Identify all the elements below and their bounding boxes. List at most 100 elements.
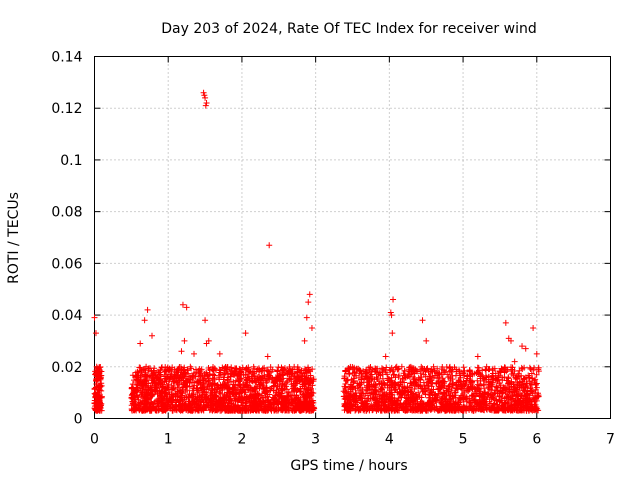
data-point: [452, 404, 459, 411]
data-point: [187, 363, 194, 370]
data-point: [360, 390, 367, 397]
data-point: [452, 392, 459, 399]
data-point: [275, 391, 282, 398]
data-point: [348, 398, 355, 405]
data-point: [195, 367, 202, 374]
data-point: [410, 367, 417, 374]
data-point: [242, 330, 249, 337]
data-point: [146, 407, 153, 414]
data-point: [223, 365, 230, 372]
data-point: [523, 380, 530, 387]
data-point: [295, 406, 302, 413]
data-point: [447, 377, 454, 384]
data-point: [239, 364, 246, 371]
data-point: [196, 392, 203, 399]
data-point: [372, 381, 379, 388]
data-point: [473, 405, 480, 412]
data-point: [533, 371, 540, 378]
data-point: [155, 369, 162, 376]
data-point: [430, 363, 437, 370]
data-point: [525, 401, 532, 408]
data-point: [372, 401, 379, 408]
data-point: [381, 407, 388, 414]
data-point: [217, 396, 224, 403]
data-point: [405, 406, 412, 413]
data-point: [285, 407, 292, 414]
data-point: [93, 378, 100, 385]
data-point: [166, 376, 173, 383]
data-point: [508, 364, 515, 371]
data-point: [439, 395, 446, 402]
data-point: [445, 383, 452, 390]
data-point: [352, 403, 359, 410]
data-point: [139, 372, 146, 379]
data-point: [465, 387, 472, 394]
data-point: [129, 391, 136, 398]
data-point: [286, 401, 293, 408]
data-point: [521, 387, 528, 394]
data-point: [224, 376, 231, 383]
data-point: [164, 391, 171, 398]
data-point: [267, 364, 274, 371]
data-point: [342, 368, 349, 375]
data-point: [191, 382, 198, 389]
data-point: [97, 376, 104, 383]
data-point: [294, 397, 301, 404]
data-point: [446, 365, 453, 372]
data-point: [500, 384, 507, 391]
data-point: [391, 380, 398, 387]
data-point: [349, 384, 356, 391]
data-point: [161, 378, 168, 385]
data-point: [176, 374, 183, 381]
data-point: [523, 391, 530, 398]
data-point: [344, 376, 351, 383]
data-point: [457, 405, 464, 412]
data-point: [485, 373, 492, 380]
data-point: [363, 403, 370, 410]
data-point: [132, 396, 139, 403]
data-point: [459, 392, 466, 399]
data-point: [399, 375, 406, 382]
data-point: [202, 404, 209, 411]
data-point: [373, 404, 380, 411]
data-point: [374, 393, 381, 400]
data-point: [262, 377, 269, 384]
data-point: [299, 402, 306, 409]
chart-title: Day 203 of 2024, Rate Of TEC Index for r…: [161, 21, 536, 37]
data-point: [482, 404, 489, 411]
data-point: [309, 390, 316, 397]
data-point: [221, 384, 228, 391]
data-point: [137, 340, 144, 347]
data-point: [446, 396, 453, 403]
data-point: [351, 392, 358, 399]
data-point: [94, 389, 101, 396]
data-point: [247, 387, 254, 394]
data-point: [474, 353, 481, 360]
data-point: [460, 387, 467, 394]
grid-lines: [94, 56, 611, 419]
data-point: [346, 371, 353, 378]
data-point: [135, 379, 142, 386]
data-point: [214, 407, 221, 414]
data-point: [174, 382, 181, 389]
data-point: [148, 374, 155, 381]
data-point: [179, 407, 186, 414]
data-point: [427, 367, 434, 374]
data-point: [344, 407, 351, 414]
data-point: [387, 378, 394, 385]
data-point: [191, 350, 198, 357]
data-point: [225, 395, 232, 402]
data-point: [210, 395, 217, 402]
data-point: [518, 364, 525, 371]
data-point: [186, 376, 193, 383]
data-point: [247, 368, 254, 375]
data-point: [422, 403, 429, 410]
data-point: [535, 390, 542, 397]
data-point: [356, 380, 363, 387]
data-point: [243, 404, 250, 411]
x-tick-label: 1: [164, 432, 173, 448]
data-point: [469, 399, 476, 406]
x-tick-label: 0: [90, 432, 99, 448]
data-point: [409, 407, 416, 414]
data-point: [202, 102, 209, 109]
